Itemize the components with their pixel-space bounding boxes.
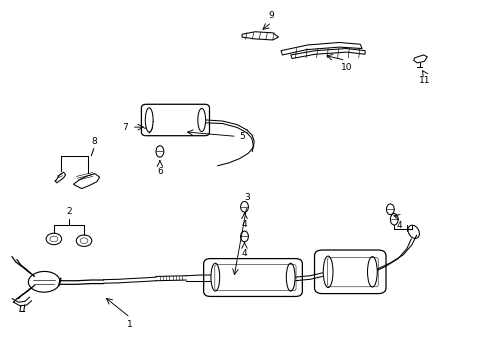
Text: 9: 9: [268, 11, 274, 20]
Ellipse shape: [286, 263, 294, 291]
Text: 8: 8: [91, 138, 97, 147]
Ellipse shape: [198, 108, 205, 131]
Text: 2: 2: [66, 207, 72, 216]
Text: 7: 7: [122, 123, 127, 132]
Text: 1: 1: [127, 320, 133, 329]
Text: 3: 3: [244, 193, 249, 202]
Ellipse shape: [323, 256, 332, 288]
Ellipse shape: [210, 263, 219, 291]
Ellipse shape: [145, 108, 153, 132]
Text: 11: 11: [418, 76, 429, 85]
Text: 4: 4: [395, 221, 401, 230]
Text: 5: 5: [239, 132, 245, 141]
Text: 10: 10: [340, 63, 352, 72]
Text: 6: 6: [157, 167, 163, 176]
Text: 4: 4: [241, 220, 247, 229]
Text: 4: 4: [241, 249, 247, 258]
Ellipse shape: [367, 257, 376, 287]
